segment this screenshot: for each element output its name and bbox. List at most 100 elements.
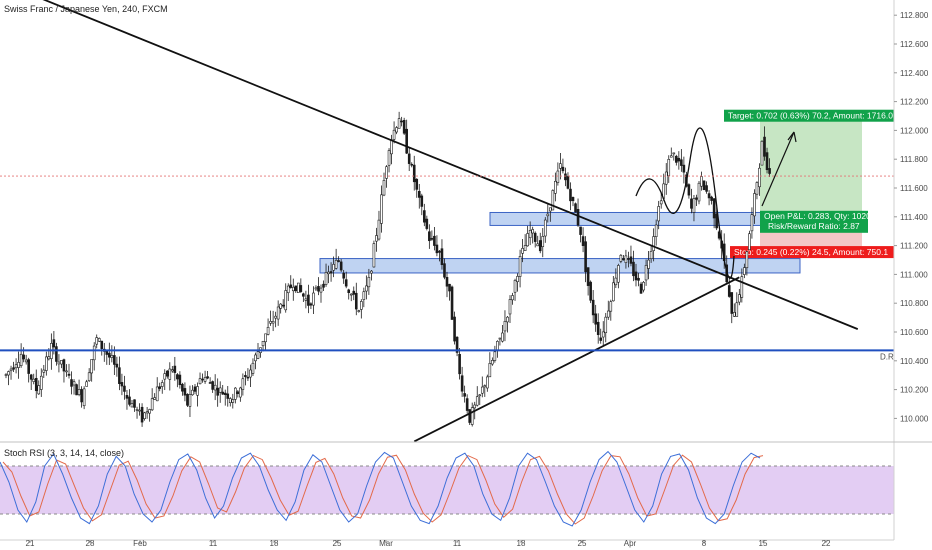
candle-body: [503, 320, 507, 332]
candle-body: [677, 157, 681, 162]
candle-body: [672, 152, 676, 155]
time-tick-label: 28: [86, 539, 95, 548]
candle-body: [231, 399, 235, 403]
candle-body: [108, 352, 111, 358]
candle-body: [450, 286, 454, 320]
candle-body: [435, 244, 439, 254]
candle-body: [538, 240, 542, 252]
candle-body: [695, 197, 698, 200]
candle-body: [307, 294, 310, 306]
candle-body: [19, 353, 23, 366]
candle-body: [294, 285, 298, 292]
candle-body: [690, 198, 693, 209]
candle-body: [332, 264, 335, 271]
candle-body: [60, 360, 63, 365]
candle-body: [420, 195, 424, 207]
position-tool[interactable]: Target: 0.702 (0.63%) 70.2, Amount: 1716…: [724, 109, 894, 259]
pnl-label: Open P&L: 0.283, Qty: 1020: [764, 211, 871, 221]
chart-title: Swiss Franc / Japanese Yen, 240, FXCM: [4, 4, 168, 14]
candle-body: [123, 385, 126, 392]
candle-body: [4, 374, 8, 376]
stoch-rsi-pane: 100.000075.000050.000025.00000.0000: [0, 446, 931, 535]
candle-body: [37, 385, 41, 395]
candle-body: [627, 258, 630, 260]
candle-body: [480, 386, 484, 394]
target-label-box: [724, 109, 894, 122]
candle-body: [612, 282, 615, 302]
resistance-zone: [319, 258, 801, 274]
candle-body: [732, 312, 736, 317]
support-label: D.R: [880, 352, 894, 361]
candle-body: [85, 381, 88, 387]
candle-body: [198, 378, 202, 385]
candle-body: [755, 182, 759, 195]
candle-body: [236, 391, 240, 395]
candle-body: [483, 385, 487, 388]
candle-body: [324, 272, 328, 285]
candle-body: [390, 139, 393, 155]
candle-body: [360, 301, 363, 310]
candle-body: [165, 370, 169, 377]
candle-body: [639, 283, 643, 294]
candle-body: [576, 209, 580, 226]
candle-body: [244, 375, 247, 378]
candle-body: [354, 292, 358, 310]
candle-body: [173, 365, 177, 373]
candle-body: [322, 283, 325, 288]
candle-body: [246, 376, 250, 379]
target-label: Target: 0.702 (0.63%) 70.2, Amount: 1716…: [728, 111, 893, 121]
candle-body: [128, 396, 131, 405]
candle-body: [675, 155, 678, 163]
candle-body: [160, 382, 164, 387]
candle-body: [29, 374, 33, 380]
candle-body: [760, 140, 764, 166]
candle-body: [680, 159, 683, 166]
candle-body: [274, 315, 277, 319]
candle-body: [486, 376, 489, 389]
candle-body: [234, 387, 237, 400]
candle-body: [304, 298, 308, 301]
candle-body: [62, 359, 66, 372]
candle-body: [342, 272, 345, 279]
candle-body: [692, 198, 696, 213]
candle-body: [193, 386, 197, 392]
time-tick-label: 25: [578, 539, 587, 548]
time-tick-label: 11: [209, 539, 218, 548]
candle-body: [67, 373, 71, 376]
candle-body: [705, 185, 708, 192]
candle-body: [281, 304, 285, 307]
time-tick-label: Feb: [133, 539, 147, 548]
candle-body: [428, 231, 431, 242]
candle-body: [208, 382, 212, 384]
candle-body: [521, 248, 524, 254]
candle-body: [571, 197, 575, 202]
candle-body: [329, 271, 333, 274]
candle-body: [637, 277, 640, 281]
candle-body: [65, 370, 68, 373]
candle-body: [768, 168, 771, 174]
candle-body: [743, 267, 746, 275]
candle-body: [478, 394, 482, 397]
candle-body: [647, 259, 650, 269]
time-tick-label: 8: [702, 539, 707, 548]
candle-body: [327, 271, 330, 275]
candle-body: [710, 196, 713, 201]
time-tick-label: 15: [759, 539, 768, 548]
candle-body: [559, 163, 562, 169]
candle-body: [186, 393, 189, 406]
candle-body: [624, 255, 628, 263]
candle-body: [546, 213, 550, 217]
candle-body: [493, 351, 497, 361]
candle-body: [513, 280, 517, 293]
candle-body: [138, 409, 141, 412]
candle-body: [90, 359, 93, 374]
projection-arrow: [761, 131, 795, 207]
trendlines[interactable]: [0, 0, 859, 443]
candle-body: [312, 292, 315, 306]
candle-body: [440, 248, 444, 266]
candle-body: [735, 302, 739, 317]
candle-body: [730, 292, 734, 314]
price-tick-label: 111.200: [900, 242, 928, 251]
candle-body: [163, 373, 167, 380]
